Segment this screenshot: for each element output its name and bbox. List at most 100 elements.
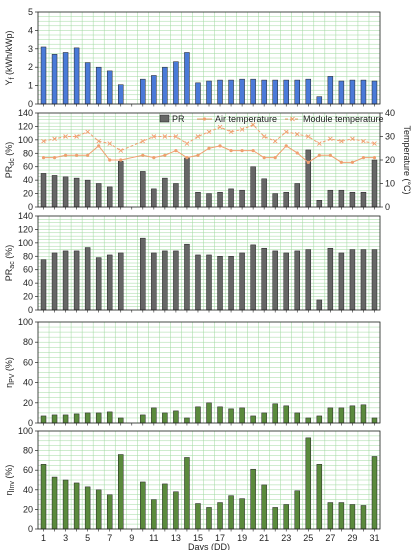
air-temp-point xyxy=(75,153,79,157)
air-temp-point xyxy=(207,146,211,150)
air-temp-point xyxy=(240,149,244,153)
left-tick-label: 0 xyxy=(28,202,33,212)
bar-day-24 xyxy=(294,79,300,105)
right-tick-label: 10 xyxy=(385,179,395,189)
bar-day-11 xyxy=(151,252,157,311)
bar-day-4 xyxy=(73,177,80,208)
air-temp-point xyxy=(218,144,222,148)
module-temp-point xyxy=(294,131,300,137)
module-temp-point xyxy=(63,134,68,139)
bar-day-2 xyxy=(51,54,58,105)
bar-day-24 xyxy=(294,183,300,208)
bar-day-21 xyxy=(261,484,267,530)
left-tick-label: 20 xyxy=(23,292,33,302)
left-tick-label: 120 xyxy=(18,224,33,234)
y-axis-label: PRac (%) xyxy=(4,245,16,281)
right-tick-label: 0 xyxy=(385,202,390,212)
bar-day-16 xyxy=(206,507,212,530)
left-tick-label: 60 xyxy=(23,465,33,475)
air-temp-point xyxy=(262,156,266,160)
x-tick-label: 19 xyxy=(237,533,247,543)
bar-day-26 xyxy=(316,200,323,208)
air-temp-point xyxy=(63,153,68,157)
bar-day-28 xyxy=(338,502,345,530)
y2-axis-label: Temperature (°C) xyxy=(402,125,412,194)
x-tick-label: 21 xyxy=(259,533,269,543)
bar-day-13 xyxy=(173,250,179,311)
module-temp-point xyxy=(350,136,355,142)
left-tick-label: 80 xyxy=(23,148,33,158)
bar-day-10 xyxy=(140,171,146,208)
bar-day-29 xyxy=(349,405,356,424)
bar-day-27 xyxy=(327,502,334,530)
series-line-air-temperature xyxy=(43,145,375,163)
air-temp-point xyxy=(251,149,255,153)
module-temp-point xyxy=(85,129,90,135)
bar-day-18 xyxy=(228,79,234,105)
bar-day-26 xyxy=(316,415,323,424)
bar-day-19 xyxy=(239,189,245,208)
bar-day-26 xyxy=(316,464,323,530)
legend-label-module: Module temperature xyxy=(303,114,384,124)
bar-day-19 xyxy=(239,498,245,530)
legend-label-air: Air temperature xyxy=(215,114,277,124)
left-tick-label: 80 xyxy=(23,337,33,347)
bar-day-29 xyxy=(349,79,356,105)
air-temp-point xyxy=(52,156,57,160)
module-temp-point xyxy=(118,148,124,153)
bar-day-21 xyxy=(261,79,267,105)
left-tick-label: 100 xyxy=(18,238,33,248)
bar-day-14 xyxy=(184,243,190,311)
air-temp-point xyxy=(361,156,366,160)
bar-day-18 xyxy=(228,256,234,311)
x-tick-label: 13 xyxy=(171,533,181,543)
bar-day-13 xyxy=(173,410,179,424)
bar-day-3 xyxy=(62,52,69,105)
bar-day-21 xyxy=(261,178,267,208)
air-temp-point xyxy=(229,149,233,153)
module-temp-point xyxy=(217,124,223,130)
bar-day-25 xyxy=(305,437,312,530)
module-temp-point xyxy=(206,129,212,135)
x-tick-label: 15 xyxy=(193,533,203,543)
left-tick-label: 80 xyxy=(23,251,33,261)
bar-day-25 xyxy=(305,417,312,424)
bar-day-25 xyxy=(305,78,312,105)
bar-day-8 xyxy=(118,161,124,208)
bar-day-13 xyxy=(173,491,179,530)
bar-day-13 xyxy=(173,61,179,105)
bar-day-5 xyxy=(84,179,91,208)
bar-day-10 xyxy=(140,481,146,530)
bar-day-1 xyxy=(40,415,47,424)
bar-day-7 xyxy=(106,254,113,311)
air-temp-point xyxy=(350,160,355,164)
legend-marker-air xyxy=(202,117,207,121)
bar-day-7 xyxy=(106,186,113,208)
right-tick-label: 30 xyxy=(385,132,395,142)
air-temp-point xyxy=(41,156,46,160)
legend-swatch-pr xyxy=(159,114,170,123)
x-tick-label: 25 xyxy=(303,533,313,543)
panel-yield: 0 1 2 3 4 5 Yf (kWh/kWp) xyxy=(4,7,381,109)
bar-day-16 xyxy=(206,402,212,424)
module-temp-point xyxy=(74,134,79,139)
bar-day-30 xyxy=(360,404,367,424)
module-temp-point xyxy=(339,138,344,144)
bar-day-20 xyxy=(250,415,256,424)
right-tick-label: 20 xyxy=(385,155,395,165)
y-axis-label: Yf (kWh/kWp) xyxy=(4,31,16,86)
bar-day-25 xyxy=(305,249,312,311)
bar-day-3 xyxy=(62,414,69,424)
bar-day-19 xyxy=(239,252,245,311)
bar-day-6 xyxy=(95,489,102,530)
left-tick-label: 0 xyxy=(28,524,33,534)
bar-day-25 xyxy=(305,149,312,208)
bar-day-15 xyxy=(195,503,201,530)
module-temp-point xyxy=(107,141,113,146)
module-temp-point xyxy=(52,136,57,142)
bar-day-6 xyxy=(95,412,102,424)
right-tick-label: 40 xyxy=(385,108,395,118)
bar-day-19 xyxy=(239,78,245,105)
left-tick-label: 100 xyxy=(18,426,33,436)
bar-day-4 xyxy=(73,413,80,424)
